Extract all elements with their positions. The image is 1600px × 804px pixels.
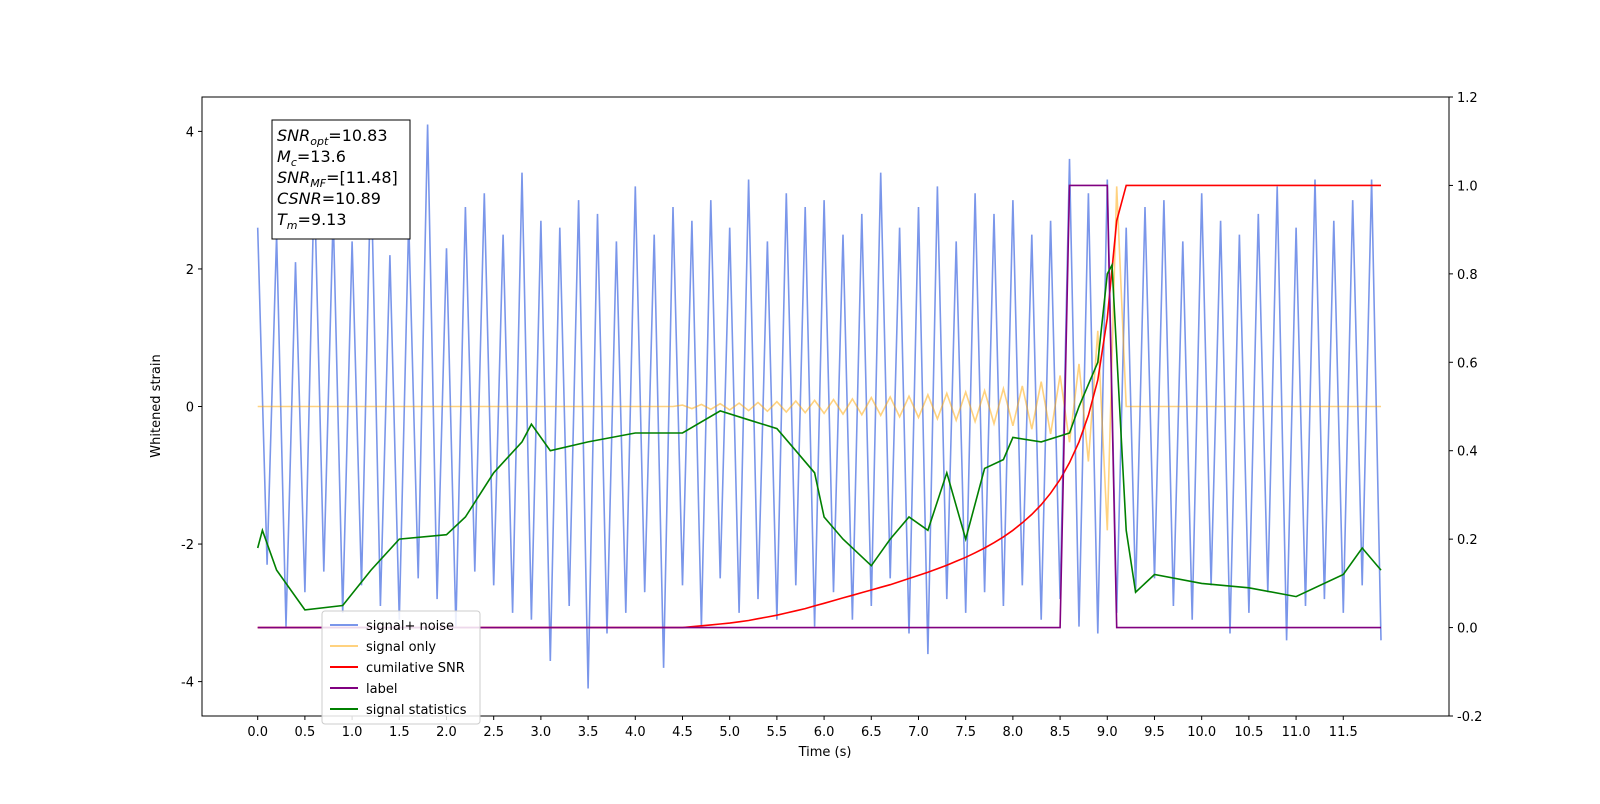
series-line [256,124,1382,689]
x-tick-label: 3.5 [578,725,599,740]
x-tick-label: 8.0 [1003,725,1024,740]
legend-label: label [366,682,397,697]
legend-box [321,610,481,725]
x-tick-label: 11.0 [1282,725,1311,740]
annotation-sub: opt [310,135,329,148]
annotation: SNRopt=10.83 [277,126,388,148]
x-tick-label: 1.0 [342,725,363,740]
annotation: CSNR=10.89 [277,189,381,208]
annotation-sub: MF [310,177,326,190]
y-tick-label: 0 [186,401,194,416]
y-axis-label: Whitened strain [149,354,164,457]
x-tick-label: 9.5 [1144,725,1165,740]
y2-tick-label: 0.0 [1457,622,1478,637]
annotation-rest: =10.83 [328,126,387,145]
annotation-sub: m [287,219,298,232]
annotation-sub: c [291,156,297,169]
y-tick-label: -4 [181,676,194,691]
annotation-main: SNR [277,126,310,145]
y2-tick-label: 1.2 [1457,91,1478,106]
x-tick-label: 11.5 [1329,725,1358,740]
x-tick-label: 6.5 [861,725,882,740]
annotation-main: T [277,210,288,229]
x-tick-label: 8.5 [1050,725,1071,740]
x-tick-label: 7.0 [908,725,929,740]
x-tick-label: 9.0 [1097,725,1118,740]
y-tick-label: -2 [181,538,194,553]
x-tick-label: 5.0 [719,725,740,740]
annotation: SNRMF=[11.48] [277,168,398,190]
annotation-main: SNR [277,168,310,187]
legend-label: signal+ noise [366,619,454,634]
annotation-box [271,119,411,240]
y2-tick-label: 1.0 [1457,179,1478,194]
annotation-rest: =13.6 [297,147,346,166]
y2-tick-label: 0.8 [1457,268,1478,283]
y2-tick-label: 0.2 [1457,533,1478,548]
annotation-rest: =[11.48] [326,168,398,187]
x-tick-label: 2.0 [436,725,457,740]
x-tick-label: 0.0 [247,725,268,740]
x-tick-label: 6.0 [814,725,835,740]
x-tick-label: 2.5 [483,725,504,740]
legend-label: signal statistics [366,703,467,718]
y2-tick-label: 0.4 [1457,445,1478,460]
x-tick-label: 4.0 [625,725,646,740]
x-tick-label: 5.5 [767,725,788,740]
x-tick-label: 10.0 [1187,725,1216,740]
y-tick-label: 2 [186,263,194,278]
annotation-rest: =9.13 [298,210,347,229]
y2-tick-label: -0.2 [1457,710,1482,725]
x-axis-label: Time (s) [798,745,852,760]
x-tick-label: 7.5 [955,725,976,740]
x-tick-label: 3.0 [531,725,552,740]
annotation: Tm=9.13 [277,210,347,232]
x-tick-label: 0.5 [295,725,316,740]
x-tick-label: 4.5 [672,725,693,740]
legend-label: cumilative SNR [366,661,465,676]
annotation: Mc=13.6 [277,147,346,169]
legend-label: signal only [366,640,436,655]
series-line [256,262,1382,611]
y-tick-label: 4 [186,125,194,140]
axes-frame [201,96,1450,717]
x-tick-label: 10.5 [1234,725,1263,740]
annotation-main: CSNR [277,189,322,208]
y2-tick-label: 0.6 [1457,356,1478,371]
annotation-main: M [277,147,291,166]
annotation-rest: =10.89 [322,189,381,208]
x-tick-label: 1.5 [389,725,410,740]
series-line [257,186,1381,531]
